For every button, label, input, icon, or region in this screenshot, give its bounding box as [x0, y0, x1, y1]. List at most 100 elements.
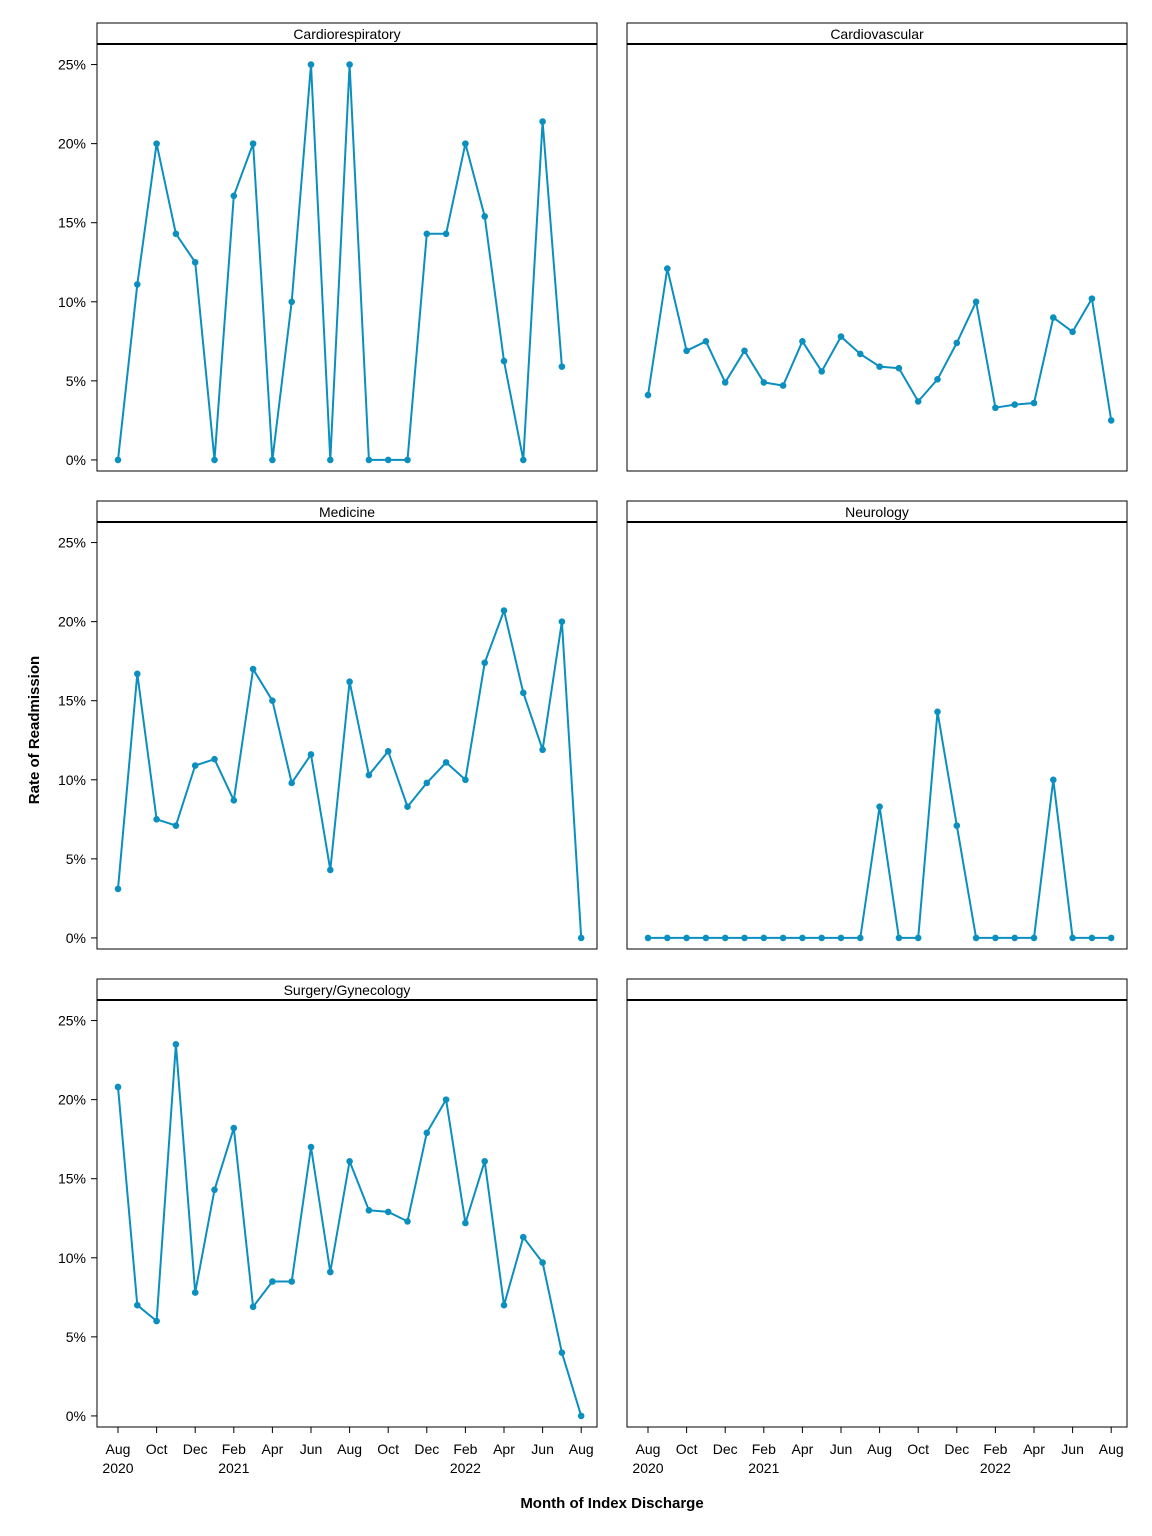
data-point — [462, 140, 469, 147]
data-point — [114, 456, 122, 464]
data-point — [211, 755, 218, 763]
data-point — [664, 934, 671, 942]
data-point — [1069, 934, 1076, 942]
data-point — [191, 1289, 199, 1296]
data-point — [365, 456, 373, 464]
data-point — [644, 934, 652, 942]
y-tick-label: 10% — [58, 772, 86, 788]
data-point — [249, 665, 257, 673]
x-tick-label-month: Feb — [752, 1441, 776, 1457]
data-point — [134, 281, 141, 288]
x-tick-label-month: Aug — [337, 1441, 362, 1457]
data-point — [404, 456, 411, 464]
data-point — [644, 391, 652, 399]
series-line-neurology — [648, 710, 1112, 939]
data-point — [134, 670, 141, 678]
data-point — [307, 61, 315, 68]
y-axis-title: Rate of Readmission — [26, 656, 43, 804]
data-point — [384, 748, 392, 755]
data-point — [191, 258, 199, 266]
y-tick-label: 20% — [58, 1092, 86, 1108]
series-line-medicine — [117, 609, 583, 938]
x-tick-label-month: Aug — [636, 1441, 661, 1457]
x-tick-label-year: 2020 — [102, 1460, 133, 1476]
data-point — [462, 1219, 469, 1227]
data-point — [558, 363, 566, 370]
data-point — [211, 456, 218, 464]
panel-medicine: Medicine 0% 5% 10% 15% 20% 25% — [58, 500, 598, 950]
data-point — [1088, 934, 1096, 942]
data-point — [857, 934, 864, 942]
data-point — [876, 363, 883, 370]
data-point — [462, 776, 469, 784]
plot-frame — [96, 43, 598, 472]
data-point — [172, 230, 180, 238]
data-point — [837, 934, 845, 942]
data-point — [799, 934, 806, 942]
data-point — [721, 934, 729, 942]
data-point — [895, 364, 903, 372]
x-tick-label-month: Jun — [1061, 1441, 1084, 1457]
data-point — [423, 1129, 431, 1137]
x-tick-label-month: Dec — [183, 1441, 208, 1457]
data-point — [1011, 401, 1018, 408]
data-point — [721, 379, 729, 386]
data-point — [914, 934, 922, 942]
data-point — [1030, 399, 1038, 407]
data-point — [1030, 934, 1038, 942]
x-tick-label-month: Oct — [377, 1441, 399, 1457]
plot-frame — [626, 521, 1128, 950]
panel-surgery-gynecology: Surgery/Gynecology 0% 5% 10% 15% 20% 25% Aug 202… — [58, 978, 598, 1476]
data-point — [760, 379, 768, 386]
data-point — [404, 1218, 411, 1225]
data-point — [953, 339, 961, 347]
data-point — [520, 689, 527, 697]
data-point — [799, 338, 806, 345]
plot-frame — [626, 43, 1128, 472]
x-tick-label-month: Apr — [262, 1441, 284, 1457]
x-tick-label-year: 2022 — [450, 1460, 481, 1476]
y-tick-label: 25% — [58, 57, 86, 73]
data-point — [249, 1303, 257, 1311]
data-point — [818, 368, 825, 375]
y-tick-label: 15% — [58, 1171, 86, 1187]
data-point — [1011, 934, 1018, 942]
data-point — [327, 866, 334, 874]
data-point — [520, 1233, 527, 1241]
x-tick-label-month: Jun — [531, 1441, 554, 1457]
data-point — [1050, 776, 1057, 784]
data-point — [269, 1278, 276, 1285]
x-tick-label-month: Oct — [907, 1441, 929, 1457]
panel-strip — [626, 978, 1128, 1001]
data-point — [288, 1278, 296, 1285]
data-point — [500, 1301, 508, 1309]
data-point — [230, 797, 238, 804]
x-tick-label-month: Aug — [569, 1441, 594, 1457]
panel-cardiovascular: Cardiovascular — [626, 22, 1128, 472]
data-point — [741, 347, 748, 355]
data-point — [365, 1207, 373, 1214]
y-tick-label: 5% — [66, 373, 86, 389]
x-tick-label-month: Apr — [1023, 1441, 1045, 1457]
y-tick-label: 5% — [66, 1329, 86, 1345]
x-tick-label-month: Feb — [222, 1441, 246, 1457]
y-tick-label: 20% — [58, 136, 86, 152]
panel-empty-5: Aug 2020 Oct Dec Feb 2021 Apr Jun Aug Oct Dec Feb 20… — [626, 978, 1128, 1476]
x-tick-label-month: Aug — [106, 1441, 131, 1457]
data-point — [288, 779, 296, 787]
data-point — [327, 456, 334, 464]
y-tick-label: 5% — [66, 851, 86, 867]
data-point — [269, 456, 276, 464]
data-point — [664, 265, 671, 272]
x-tick-label-month: Aug — [867, 1441, 892, 1457]
data-point — [702, 934, 710, 942]
data-point — [114, 885, 122, 893]
data-point — [741, 934, 748, 942]
data-point — [558, 618, 566, 625]
data-point — [500, 357, 508, 365]
x-tick-label-month: Jun — [300, 1441, 323, 1457]
x-tick-label-month: Dec — [944, 1441, 969, 1457]
data-point — [230, 1124, 238, 1132]
data-point — [683, 347, 690, 355]
